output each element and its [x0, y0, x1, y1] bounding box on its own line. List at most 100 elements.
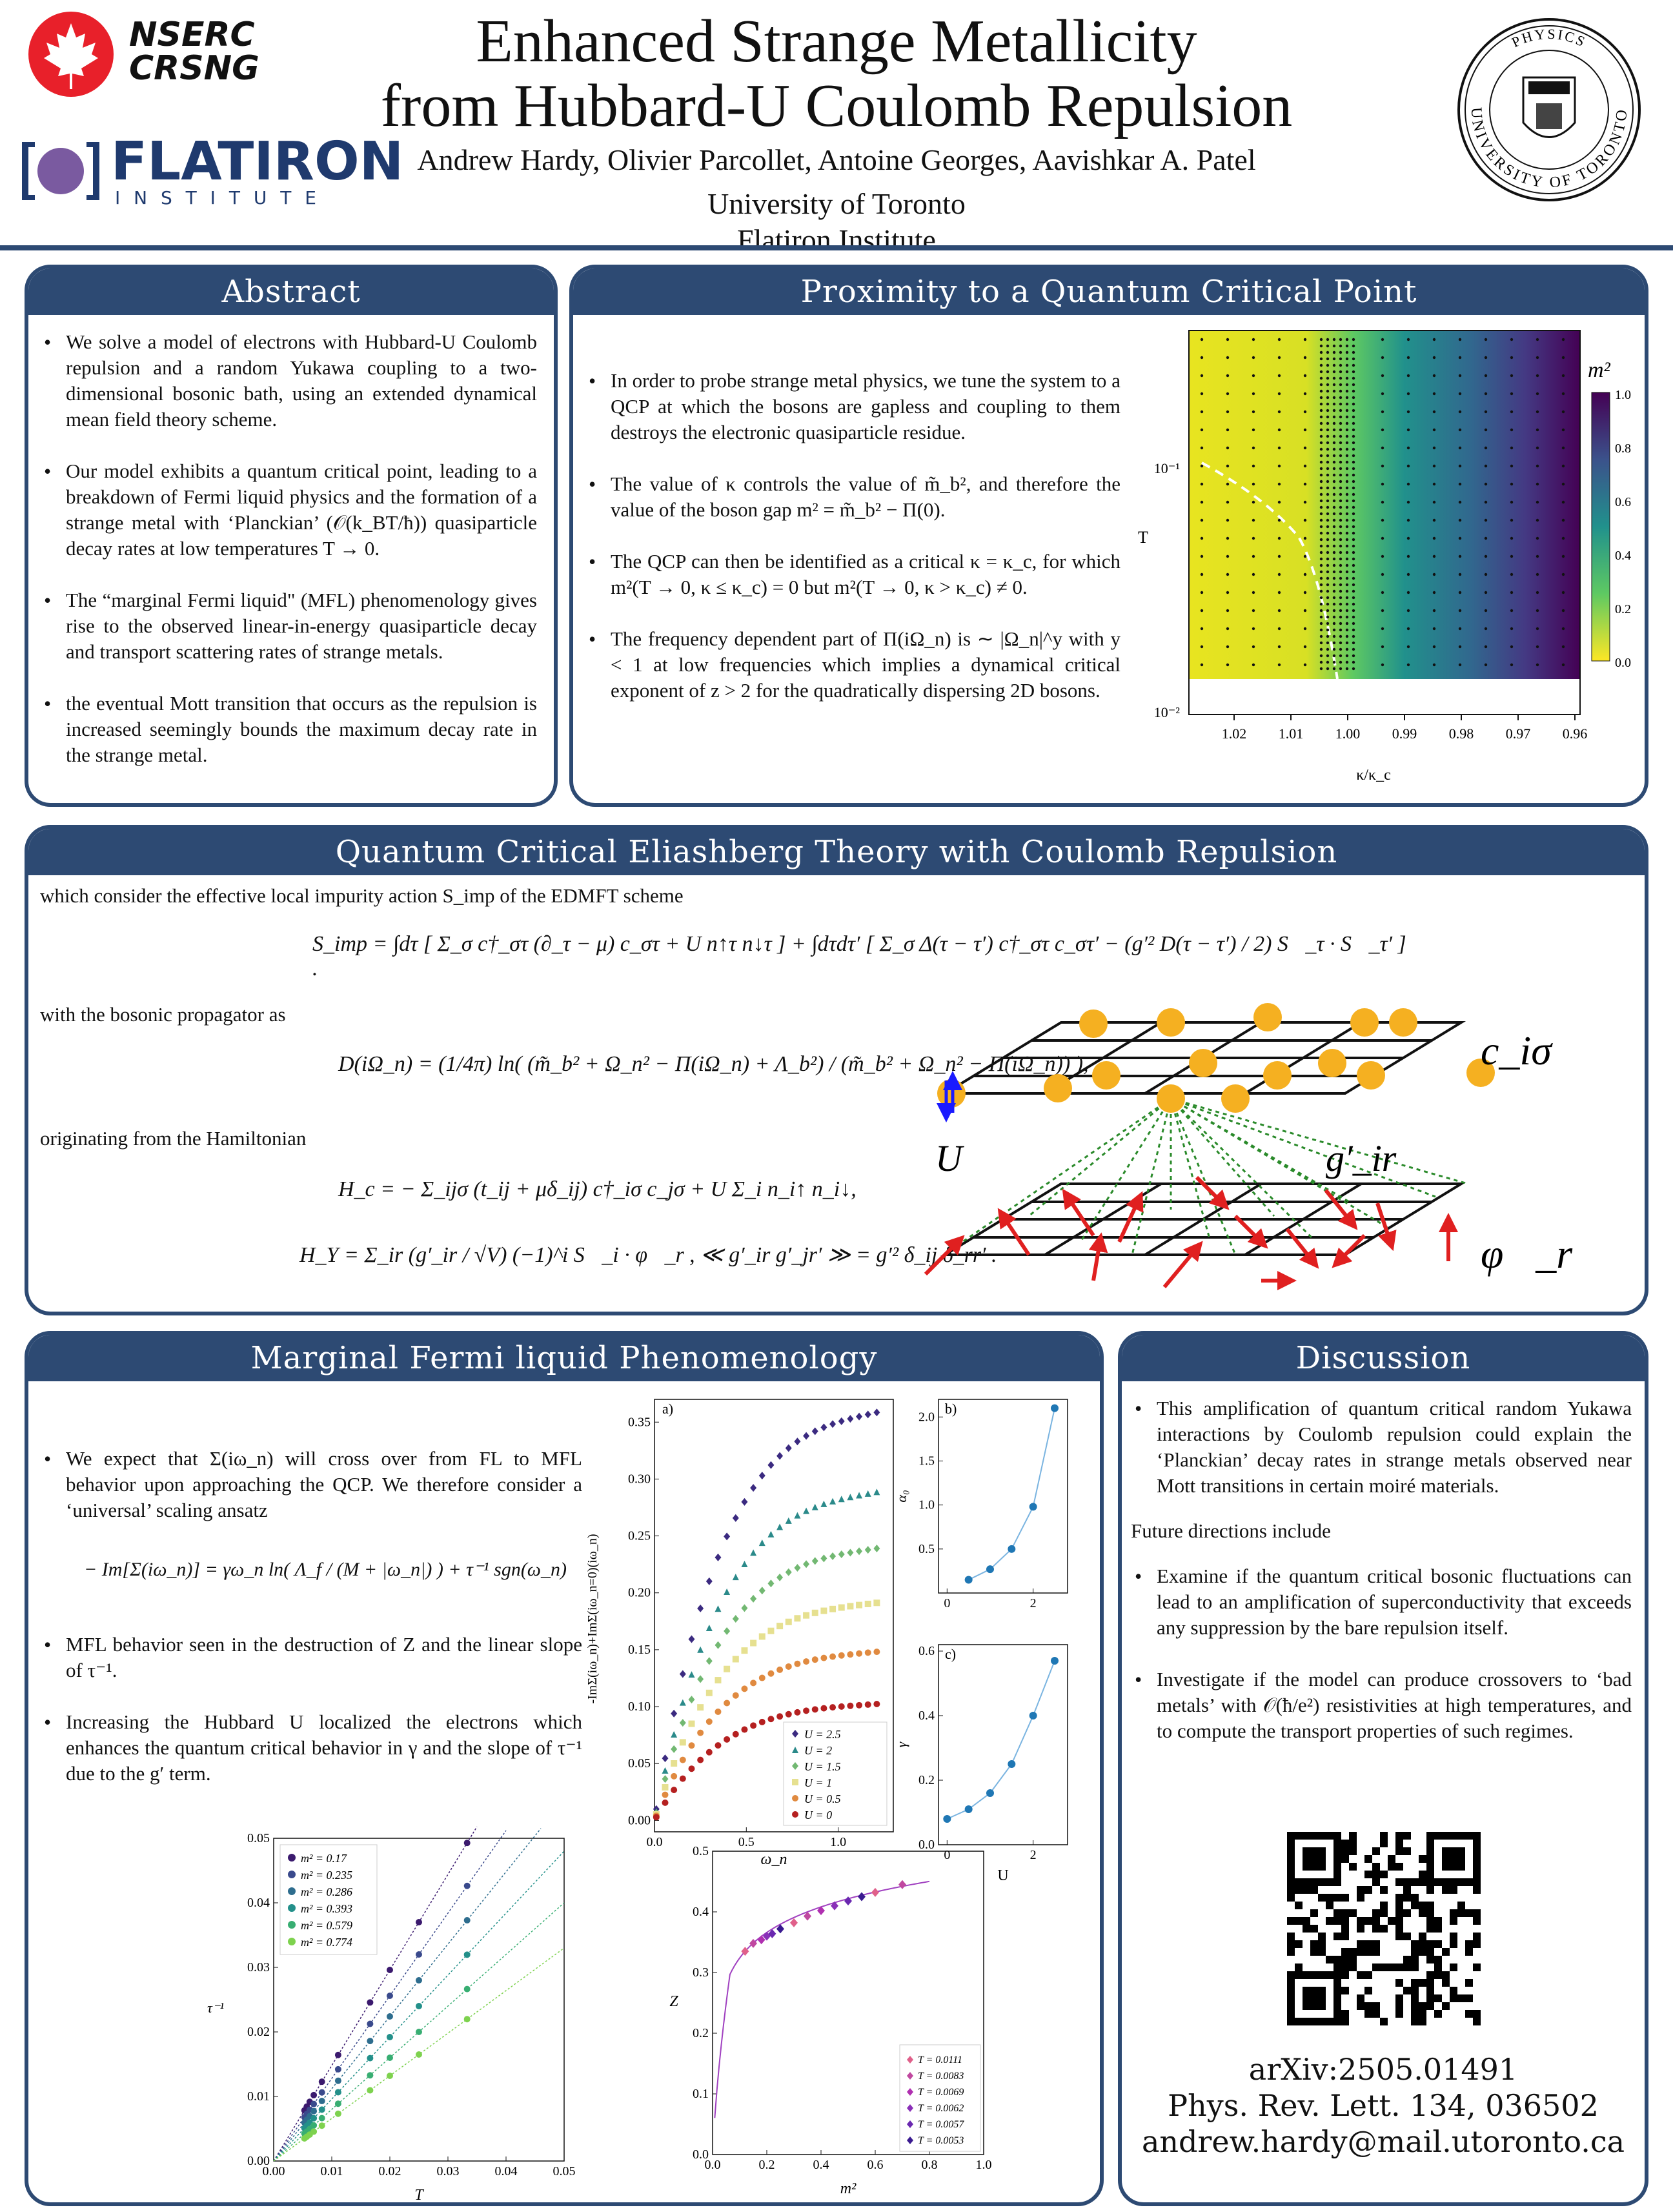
sample-point — [1332, 357, 1336, 361]
qr-module — [1303, 1863, 1310, 1871]
sample-point — [1352, 667, 1355, 671]
x-axis-label: T — [414, 2187, 424, 2204]
affiliation-toronto: University of Toronto — [707, 187, 966, 220]
y-tick-label: 1.5 — [918, 1454, 935, 1468]
qr-module — [1333, 1933, 1341, 1940]
sample-point — [1381, 536, 1384, 540]
sample-point — [1319, 480, 1323, 483]
sample-point — [1458, 482, 1462, 486]
qr-module — [1333, 1840, 1341, 1847]
sample-point — [1319, 376, 1323, 380]
qr-module — [1364, 1963, 1372, 1971]
arxiv-qr-code[interactable] — [1287, 1832, 1481, 2025]
qr-module — [1341, 1979, 1349, 1987]
qr-module — [1333, 2002, 1341, 2010]
arxiv-id[interactable]: arXiv:2505.01491 — [1248, 2052, 1518, 2087]
colorbar-tick-label: 1.0 — [1615, 388, 1631, 402]
legend-label: U = 2 — [804, 1744, 832, 1757]
sample-point — [1381, 446, 1384, 450]
sample-point — [1319, 563, 1323, 567]
data-point — [367, 2072, 374, 2079]
sample-point — [1510, 554, 1514, 558]
qr-module — [1419, 1847, 1426, 1855]
qr-module — [1349, 1840, 1357, 1847]
qr-module — [1295, 1994, 1303, 2002]
sample-point — [1510, 464, 1514, 468]
data-point — [387, 2055, 393, 2061]
sample-point — [1226, 428, 1230, 432]
qr-module — [1310, 1956, 1318, 1963]
sample-point — [1339, 570, 1343, 574]
legend-label: m² = 0.286 — [301, 1885, 352, 1898]
qr-module — [1341, 1847, 1349, 1855]
qr-module — [1303, 1886, 1310, 1894]
sample-point — [1226, 356, 1230, 360]
sample-point — [1319, 551, 1323, 554]
qr-module — [1310, 1933, 1318, 1940]
poster-title-line2: from Hubbard-U Coulomb Repulsion — [380, 72, 1293, 139]
sample-point — [1332, 434, 1336, 438]
sample-point — [1352, 376, 1355, 380]
data-point — [387, 2034, 393, 2040]
sample-point — [1536, 500, 1539, 504]
sample-point — [1561, 609, 1565, 613]
sample-point — [1326, 538, 1330, 542]
electron-site — [1221, 1084, 1250, 1113]
qr-module — [1442, 2018, 1450, 2025]
spin-arrow — [1062, 1188, 1095, 1237]
qr-module — [1465, 1878, 1473, 1886]
sample-point — [1345, 473, 1349, 477]
qr-module — [1434, 1878, 1442, 1886]
qr-module — [1465, 1840, 1473, 1847]
sample-point — [1484, 446, 1488, 450]
sample-point — [1352, 634, 1355, 638]
sample-point — [1345, 389, 1349, 393]
sample-point — [1406, 627, 1410, 631]
sample-point — [1332, 667, 1336, 671]
qr-module — [1457, 1902, 1465, 1909]
data-point — [820, 1654, 827, 1661]
qr-module — [1465, 2010, 1473, 2018]
qr-module — [1426, 1917, 1434, 1925]
sample-point — [1319, 350, 1323, 354]
sample-point — [1252, 392, 1255, 396]
authors: Andrew Hardy, Olivier Parcollet, Antoine… — [417, 143, 1256, 176]
qr-module — [1326, 1886, 1333, 1894]
qr-module — [1388, 2002, 1395, 2010]
data-point — [898, 1880, 906, 1889]
qr-module — [1442, 1963, 1450, 1971]
qr-module — [1457, 1971, 1465, 1979]
data-point — [964, 1576, 973, 1584]
qr-module — [1326, 1909, 1333, 1917]
sample-point — [1345, 428, 1349, 432]
data-point — [776, 1523, 784, 1530]
sample-point — [1303, 374, 1307, 378]
sample-point — [1326, 622, 1330, 625]
sample-point — [1406, 663, 1410, 667]
sample-point — [1277, 500, 1281, 504]
qr-module — [1380, 1933, 1388, 1940]
qr-module — [1318, 1894, 1326, 1902]
qr-module — [1287, 1894, 1295, 1902]
qr-module — [1419, 1994, 1426, 2002]
qr-module — [1326, 1963, 1333, 1971]
sample-point — [1332, 634, 1336, 638]
sample-point — [1484, 518, 1488, 522]
data-point — [715, 1677, 722, 1684]
sample-point — [1345, 434, 1349, 438]
qr-module — [1380, 2010, 1388, 2018]
email-link[interactable]: andrew.hardy@mail.utoronto.ca — [1141, 2124, 1625, 2159]
qr-module — [1380, 1987, 1388, 1994]
qr-module — [1295, 1886, 1303, 1894]
sample-point — [1510, 573, 1514, 576]
qr-module — [1341, 1987, 1349, 1994]
qr-module — [1442, 1855, 1450, 1863]
qr-module — [1450, 1855, 1457, 1863]
qr-module — [1372, 1971, 1380, 1979]
qr-module — [1419, 2018, 1426, 2025]
qr-module — [1326, 2010, 1333, 2018]
sample-point — [1319, 363, 1323, 367]
sample-point — [1536, 645, 1539, 649]
sample-point — [1339, 576, 1343, 580]
qr-module — [1411, 1840, 1419, 1847]
